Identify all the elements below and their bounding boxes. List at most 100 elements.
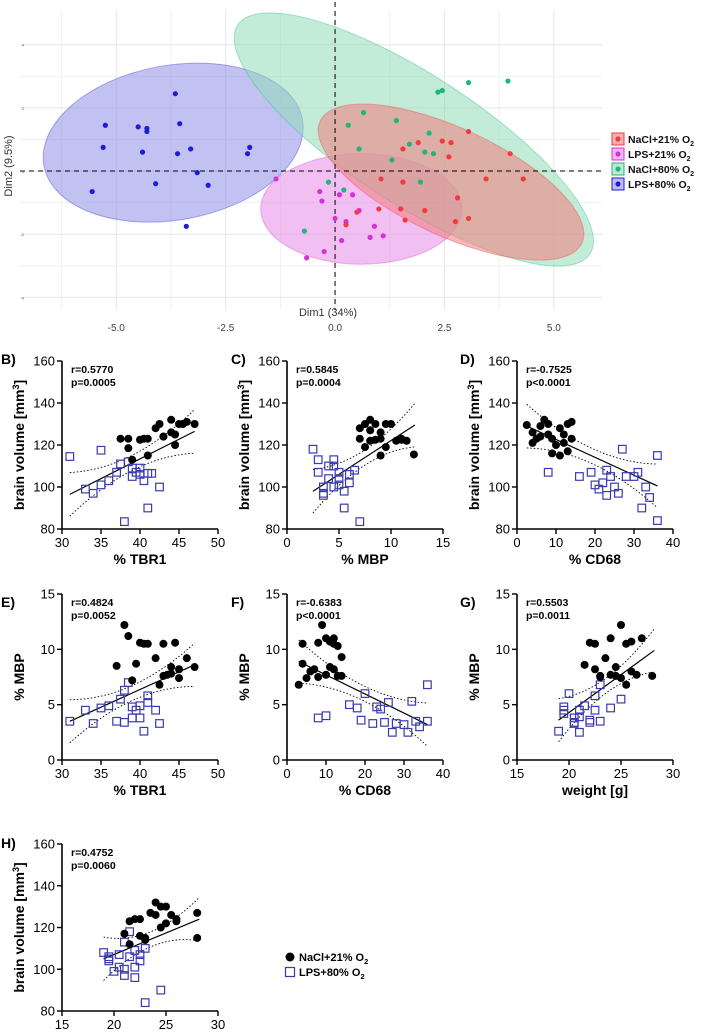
- point-lps80: [345, 700, 354, 710]
- point-lps80: [139, 726, 149, 736]
- x-tick-label: 0: [283, 766, 290, 781]
- stat-r: r=0.4824: [71, 597, 113, 609]
- stat-p: p=0.0005: [71, 377, 116, 389]
- point-lps80: [143, 698, 153, 707]
- point-nacl21: [548, 449, 557, 458]
- point-nacl21: [422, 207, 428, 214]
- point-nacl21: [465, 128, 472, 135]
- pca-plot: -5.0 -2.5 0.0 2.5 5.0 4 2 0 -2 -4 Dim1 (34%) Dim2…: [3, 2, 694, 334]
- y-axis-label-sup: 3: [466, 385, 476, 390]
- point-lps80: [88, 488, 98, 498]
- point-nacl21: [132, 659, 141, 668]
- point-nacl21: [143, 639, 152, 648]
- point-nacl21: [606, 634, 615, 643]
- point-lps80: [423, 680, 432, 690]
- y-tick-label: 160: [33, 837, 55, 852]
- point-nacl21: [376, 428, 385, 437]
- point-lps80: [423, 716, 432, 726]
- y-axis-label: brain volume [mm3]: [236, 380, 252, 510]
- point-nacl21: [591, 639, 599, 648]
- point-nacl21: [175, 665, 183, 674]
- point-lps80: [585, 715, 595, 725]
- point-nacl80: [430, 151, 437, 157]
- point-nacl21: [580, 660, 589, 669]
- point-nacl21: [120, 929, 129, 938]
- bottom-legend-label: NaCl+21% O2: [299, 952, 368, 966]
- point-lps80: [621, 472, 631, 481]
- point-nacl21: [172, 917, 181, 926]
- point-lps80: [595, 716, 605, 726]
- y-tick-label: 120: [33, 438, 55, 453]
- y-tick-label: 5: [273, 697, 280, 712]
- point-lps80: [645, 493, 654, 502]
- x-tick-label: 15: [55, 1017, 69, 1032]
- point-nacl80: [356, 146, 362, 152]
- point-nacl21: [182, 654, 191, 663]
- point-lps21: [332, 215, 338, 222]
- point-nacl80: [465, 80, 472, 86]
- panel-H: H) 15 20 25 30 80 100 120 140 160 weight [g] brain …: [1, 835, 225, 1035]
- point-lps80: [65, 716, 75, 726]
- point-lps21: [319, 198, 325, 204]
- point-lps80: [352, 703, 362, 713]
- confidence-upper: [312, 402, 416, 470]
- panel-label: C): [231, 351, 246, 367]
- x-tick-label: 25: [614, 766, 628, 781]
- point-nacl80: [505, 78, 511, 84]
- point-lps80: [590, 705, 600, 715]
- point-lps80: [89, 188, 95, 195]
- x-axis-label: weight [g]: [561, 782, 628, 798]
- y-axis-label: % MBP: [11, 653, 27, 700]
- y-tick-label: 140: [258, 396, 280, 411]
- point-nacl21: [314, 638, 323, 647]
- point-nacl21: [136, 931, 144, 940]
- point-lps80: [119, 971, 129, 980]
- point-lps80: [616, 694, 626, 704]
- y-tick-label: 140: [33, 878, 55, 893]
- x-axis-label: weight [g]: [106, 1033, 173, 1035]
- stat-r: r=0.5845: [296, 364, 338, 376]
- pca-x-tick: -5.0: [108, 323, 126, 334]
- pca-y-tick: 0: [22, 169, 25, 174]
- x-tick-label: 45: [172, 766, 186, 781]
- point-nacl21: [329, 665, 338, 674]
- point-lps80: [80, 705, 90, 715]
- point-lps80: [590, 691, 600, 701]
- legend-sub: 2: [690, 141, 694, 148]
- y-axis-label-sup: 3: [11, 385, 21, 390]
- point-nacl21: [171, 441, 180, 449]
- panel-B: B) 30 35 40 45 50 80 100 120 140 160 % TBR1 brain vo…: [1, 351, 225, 567]
- regression-line: [312, 424, 416, 492]
- point-lps80: [319, 482, 328, 492]
- point-nacl21: [337, 671, 346, 680]
- bottom-legend-label: LPS+80% O2: [299, 967, 365, 981]
- confidence-upper: [558, 628, 655, 700]
- stat-p: p<0.0001: [296, 610, 341, 622]
- point-nacl21: [465, 215, 472, 222]
- x-axis-label: % MBP: [341, 551, 388, 567]
- point-nacl21: [190, 420, 199, 428]
- x-axis-label: % CD68: [339, 782, 391, 798]
- point-lps21: [317, 188, 323, 195]
- x-tick-label: 30: [55, 535, 69, 550]
- y-axis-label: % MBP: [236, 653, 252, 700]
- point-lps80: [135, 950, 145, 960]
- pca-x-label: Dim1 (34%): [299, 307, 357, 319]
- y-tick-label: 100: [258, 480, 280, 495]
- point-nacl80: [417, 179, 423, 185]
- point-lps80: [617, 444, 627, 454]
- point-lps80: [130, 962, 140, 972]
- stat-p: p=0.0060: [71, 860, 116, 872]
- y-axis-label-end: ]: [466, 380, 482, 385]
- point-lps80: [116, 694, 125, 704]
- point-nacl21: [536, 422, 545, 431]
- point-nacl21: [439, 138, 445, 144]
- y-axis-label-sup: 3: [236, 385, 246, 390]
- x-tick-label: 40: [133, 535, 147, 550]
- point-lps80: [116, 459, 125, 469]
- point-lps80: [172, 91, 178, 97]
- point-lps80: [139, 149, 146, 155]
- y-tick-label: 80: [41, 1004, 55, 1019]
- x-tick-label: 20: [358, 766, 372, 781]
